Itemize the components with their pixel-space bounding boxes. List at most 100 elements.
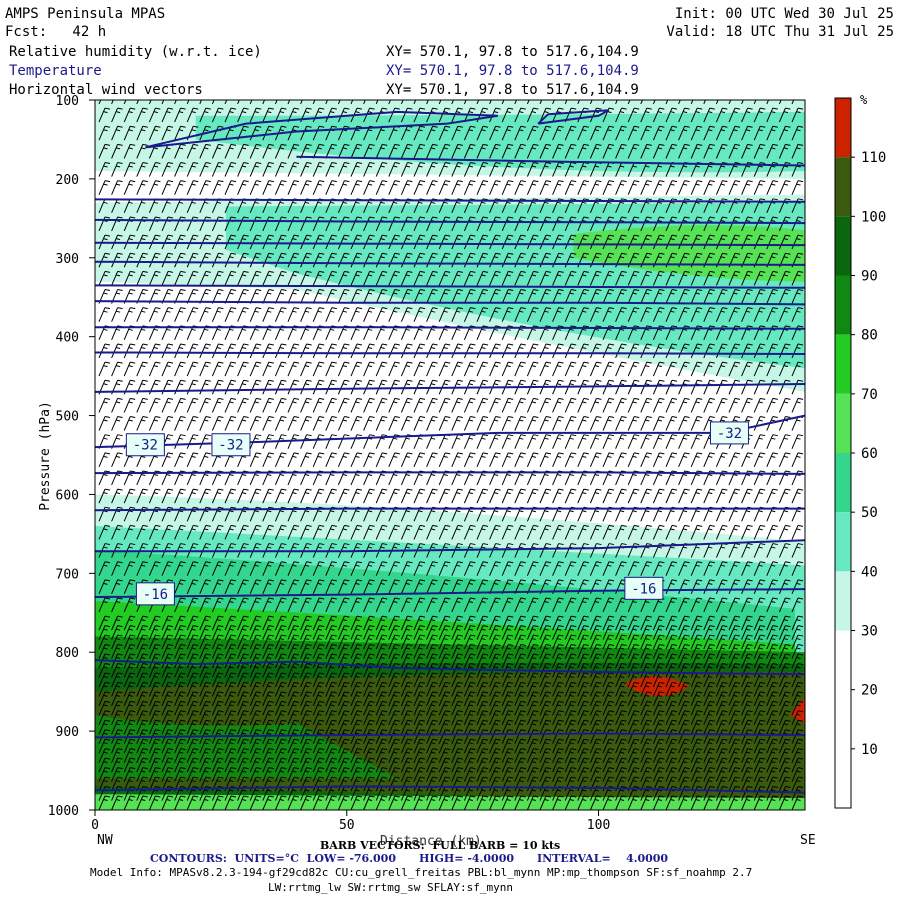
wind-barb-2203 [337,710,350,725]
wind-barb-1453 [766,543,778,558]
wind-barb-1766 [476,634,489,650]
wind-barb-1171 [741,452,753,468]
wind-barb-884 [652,361,665,377]
wind-barb-2210 [426,710,438,725]
wind-barb-1652 [451,615,463,631]
wind-barb-1786 [728,634,741,650]
wind-barb-458 [224,234,237,250]
wind-barb-163 [741,125,753,141]
wind-barb-717 [665,307,678,322]
wind-barb-2159 [489,700,501,716]
wind-barb-829 [665,343,678,359]
wind-barb-282 [123,180,136,195]
wind-barb-2278 [577,719,589,735]
wind-barb-1845 [766,644,778,659]
wind-barb-1733 [766,625,778,640]
wind-barb-2487 [388,757,400,773]
wind-barb-1140 [350,452,363,468]
wind-barb-2200 [300,710,312,725]
wind-barb-599 [589,270,602,286]
wind-barb-2448 [602,748,615,763]
wind-barb-1017 [211,416,224,431]
wind-barb-1476 [350,561,363,576]
wind-barb-75 [337,107,350,123]
wind-barb-2038 [375,681,388,697]
wind-barb-855 [287,361,300,377]
wind-barb-1739 [136,634,148,650]
wind-barb-1875 [438,653,451,669]
wind-barb-2631 [791,776,804,792]
wind-barb-2054 [577,681,589,697]
wind-barb-1617 [715,597,728,613]
wind-barb-905 [211,379,224,395]
wind-barb-908 [249,379,262,395]
temp-contour-18 [537,109,610,125]
wind-barb-1624 [98,615,111,631]
wind-barb-1536 [400,579,413,595]
wind-barb-1234 [123,488,136,504]
wind-barb-2213 [463,710,476,725]
wind-barb-1533 [363,579,375,595]
wind-barb-1079 [287,434,300,449]
wind-barb-1955 [741,662,753,678]
wind-barb-2358 [174,738,186,754]
wind-barb-978 [426,397,438,413]
temp-contour-2 [95,241,805,247]
wind-barb-2417 [211,748,224,763]
wind-barb-222 [778,143,791,159]
wind-barb-1668 [652,615,665,631]
wind-barb-2164 [552,700,564,716]
temp-contour-15 [95,732,805,739]
wind-barb-2555 [539,767,552,782]
wind-barb-2526 [174,767,186,782]
wind-barb-2416 [199,748,211,763]
wind-barb-2728 [602,795,615,810]
wind-barb-1792 [98,644,111,659]
wind-barb-241 [312,162,325,177]
wind-barb-987 [539,397,552,413]
wind-barb-1252 [350,488,363,504]
wind-barb-2571 [741,767,753,782]
wind-barb-2227 [640,710,652,725]
wind-barb-439 [690,216,703,232]
wind-barb-2471 [186,757,199,773]
wind-barb-1389 [665,524,678,540]
wind-barb-1847 [791,644,804,659]
wind-barb-656 [602,289,615,304]
wind-barb-2105 [514,691,526,707]
wind-barb-1537 [413,579,426,595]
wind-barb-674 [123,307,136,322]
wind-barb-18 [325,100,329,105]
wind-barb-698 [426,307,438,322]
wind-barb-140 [451,125,463,141]
wind-barb-167 [791,125,804,141]
wind-barb-487 [589,234,602,250]
wind-barb-2609 [514,776,526,792]
wind-barb-1360 [300,524,312,540]
wind-barb-2410 [123,748,136,763]
wind-barb-2268 [451,719,463,735]
wind-barb-2191 [186,710,199,725]
wind-barb-658 [627,289,640,304]
wind-barb-218 [728,143,741,159]
wind-barb-793 [211,343,224,359]
wind-barb-32 [501,100,505,105]
wind-barb-1530 [325,579,337,595]
wind-barb-2204 [350,710,363,725]
wind-barb-199 [489,143,501,159]
wind-barb-1677 [766,615,778,631]
wind-barb-1949 [665,662,678,678]
wind-barb-1362 [325,524,337,540]
y-tick-label-4: 500 [56,410,79,425]
wind-barb-2441 [514,748,526,763]
wind-barb-2451 [640,748,652,763]
wind-barb-181 [262,143,274,159]
wind-barb-588 [451,270,463,286]
colorbar-label-6: 50 [861,505,878,521]
wind-barb-1242 [224,488,237,504]
wind-barb-2394 [627,738,640,754]
wind-barb-1861 [262,653,274,669]
wind-barb-1597 [463,597,476,613]
field-wind-xy: XY= 570.1, 97.8 to 517.6,104.9 [386,82,639,98]
wind-barb-1856 [199,653,211,669]
